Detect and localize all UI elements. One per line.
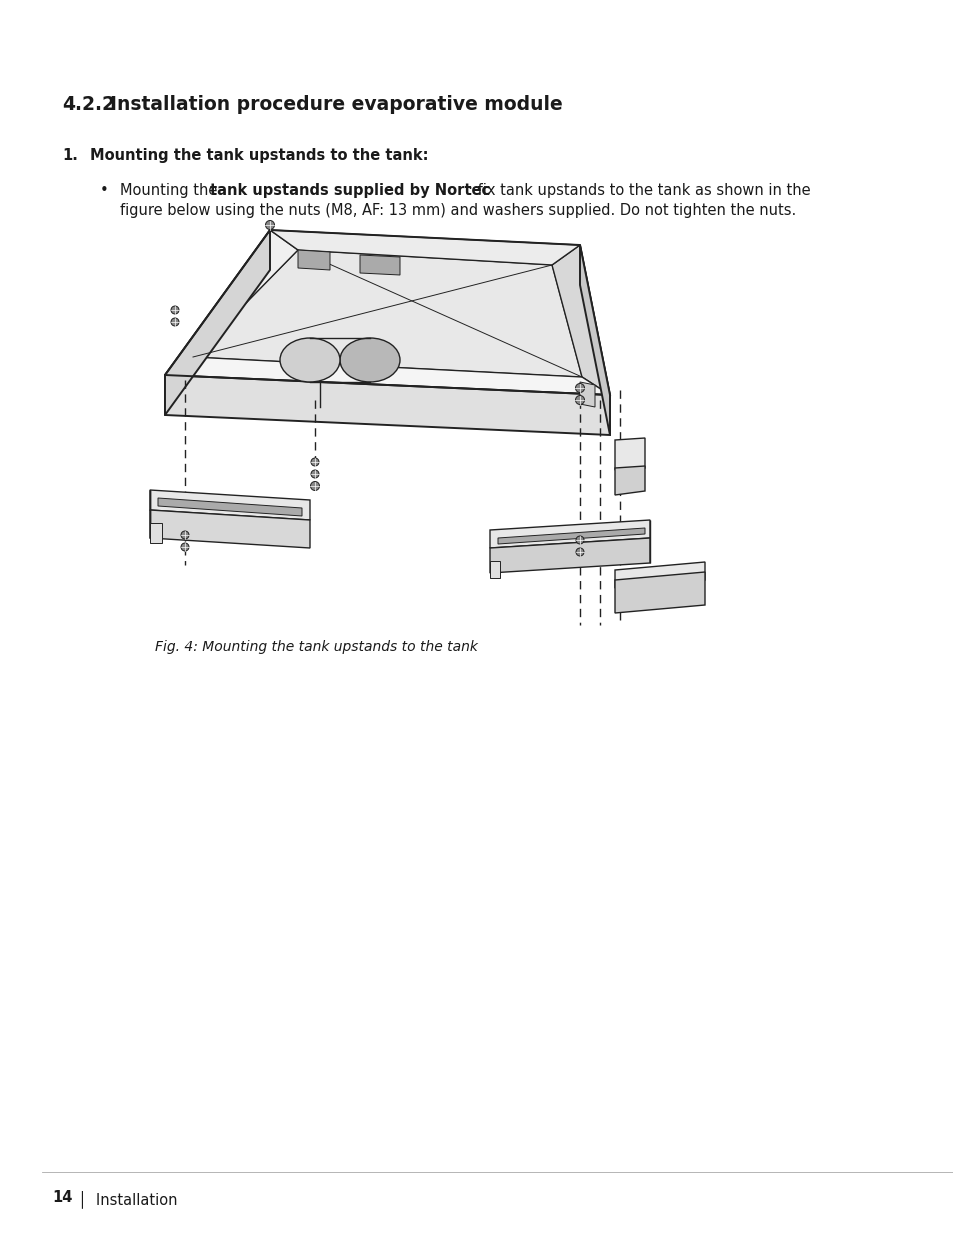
Circle shape [181,543,189,551]
Polygon shape [490,520,649,548]
Polygon shape [165,375,609,435]
Text: Mounting the: Mounting the [120,183,222,198]
Text: figure below using the nuts (M8, AF: 13 mm) and washers supplied. Do not tighten: figure below using the nuts (M8, AF: 13 … [120,203,796,219]
Circle shape [265,221,274,230]
Circle shape [575,395,584,405]
Circle shape [311,471,318,478]
Circle shape [171,317,179,326]
Text: Installation procedure evaporative module: Installation procedure evaporative modul… [110,95,562,114]
Polygon shape [490,561,499,578]
Polygon shape [359,254,399,275]
Text: : fix tank upstands to the tank as shown in the: : fix tank upstands to the tank as shown… [468,183,810,198]
Circle shape [576,548,583,556]
Polygon shape [615,562,704,588]
Polygon shape [150,490,310,520]
Polygon shape [150,522,162,543]
Polygon shape [615,438,644,471]
Polygon shape [490,538,649,573]
Circle shape [181,531,189,538]
Text: │  Installation: │ Installation [78,1191,177,1208]
Polygon shape [615,572,704,613]
Circle shape [171,306,179,314]
Polygon shape [615,466,644,495]
Polygon shape [579,245,609,435]
Ellipse shape [280,338,339,382]
Text: 4.2.2: 4.2.2 [62,95,115,114]
Polygon shape [270,230,579,266]
Polygon shape [165,230,297,375]
Polygon shape [165,357,609,395]
Polygon shape [158,498,302,516]
Polygon shape [150,510,310,548]
Text: •: • [100,183,109,198]
Text: tank upstands supplied by Nortec: tank upstands supplied by Nortec [210,183,490,198]
Polygon shape [579,382,595,408]
Text: 14: 14 [52,1191,72,1205]
Circle shape [575,384,584,393]
Ellipse shape [339,338,399,382]
Text: Mounting the tank upstands to the tank:: Mounting the tank upstands to the tank: [90,148,428,163]
Text: Fig. 4: Mounting the tank upstands to the tank: Fig. 4: Mounting the tank upstands to th… [154,640,477,655]
Circle shape [310,482,319,490]
Polygon shape [297,249,330,270]
Polygon shape [497,529,644,543]
Polygon shape [165,230,270,415]
Circle shape [311,458,318,466]
Polygon shape [193,249,581,377]
Text: 1.: 1. [62,148,78,163]
Polygon shape [552,245,609,395]
Circle shape [576,536,583,543]
